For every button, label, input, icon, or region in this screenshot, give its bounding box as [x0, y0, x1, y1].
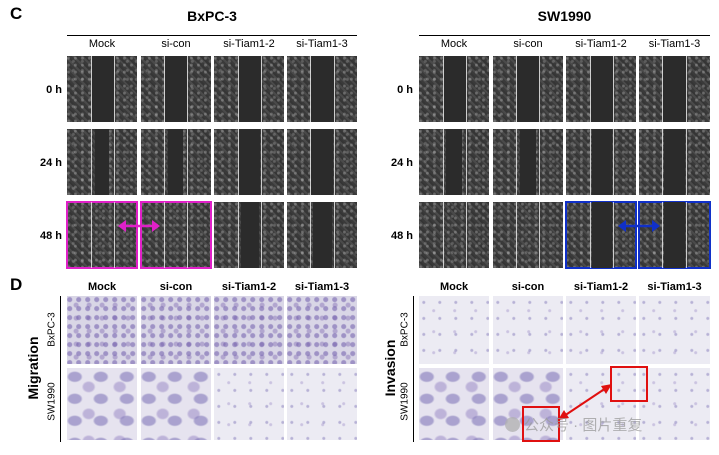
- row-label-48h: 48 h: [390, 230, 413, 242]
- wound-image-sw1990-tiam12-0h: [566, 56, 636, 122]
- row-label-24h: 24 h: [39, 157, 62, 169]
- invasion-image-bxpc3-tiam12: [566, 296, 636, 364]
- cell-line-label-bxpc3: BxPC-3: [399, 312, 411, 347]
- col-label-si-con: si-con: [513, 38, 543, 50]
- duplicate-arrow-icon-red: [558, 384, 612, 420]
- col-label-mock: Mock: [439, 281, 469, 293]
- group-title-bxpc3: BxPC-3: [187, 8, 237, 24]
- invasion-image-sw1990-sicon: [493, 368, 563, 440]
- wound-image-bxpc3-tiam12-0h: [214, 56, 284, 122]
- wound-image-bxpc3-mock-0h: [67, 56, 137, 122]
- wound-image-sw1990-mock-48h: [419, 202, 489, 268]
- duplicate-arrow-icon-magenta: [118, 220, 160, 232]
- wound-image-bxpc3-tiam13-0h: [287, 56, 357, 122]
- duplicate-highlight-box-2: [610, 366, 648, 402]
- migration-image-sw1990-mock: [67, 368, 137, 440]
- migration-image-sw1990-tiam13: [287, 368, 357, 440]
- wound-image-sw1990-tiam13-24h: [639, 129, 710, 195]
- cell-line-label-sw1990: SW1990: [399, 382, 411, 421]
- section-label-invasion: Invasion: [382, 339, 398, 397]
- wound-image-sw1990-sicon-48h: [493, 202, 563, 268]
- wound-image-bxpc3-sicon-0h: [141, 56, 211, 122]
- wound-image-bxpc3-tiam13-48h: [287, 202, 357, 268]
- watermark: 公众号 · 图片重复: [505, 414, 642, 435]
- watermark-text: 公众号 · 图片重复: [524, 417, 643, 434]
- invasion-image-bxpc3-tiam13: [639, 296, 710, 364]
- wound-image-bxpc3-mock-24h: [67, 129, 137, 195]
- group-title-sw1990: SW1990: [537, 8, 592, 24]
- duplicate-arrow-icon-blue: [618, 220, 660, 232]
- group-underline-sw1990: [419, 35, 710, 36]
- panel-letter-c: C: [10, 4, 23, 23]
- col-label-si-con: si-con: [511, 281, 545, 293]
- wound-image-bxpc3-tiam12-24h: [214, 129, 284, 195]
- wound-image-bxpc3-tiam13-24h: [287, 129, 357, 195]
- invasion-image-sw1990-tiam13: [639, 368, 710, 440]
- wechat-icon: [505, 417, 520, 432]
- section-divider-left: [60, 296, 61, 442]
- migration-image-sw1990-tiam12: [214, 368, 284, 440]
- wound-image-sw1990-mock-0h: [419, 56, 489, 122]
- row-label-0h: 0 h: [46, 84, 62, 96]
- col-label-si-tiam1-2: si-Tiam1-2: [223, 38, 275, 50]
- wound-image-bxpc3-sicon-24h: [141, 129, 211, 195]
- col-label-mock: Mock: [87, 281, 117, 293]
- wound-image-bxpc3-mock-48h: [66, 201, 138, 269]
- migration-image-bxpc3-tiam12: [214, 296, 284, 364]
- wound-image-bxpc3-tiam12-48h: [214, 202, 284, 268]
- migration-image-sw1990-sicon: [141, 368, 211, 440]
- col-label-si-tiam1-2: si-Tiam1-2: [575, 38, 627, 50]
- migration-image-bxpc3-tiam13: [287, 296, 357, 364]
- wound-image-sw1990-tiam12-48h: [565, 201, 637, 269]
- cell-line-label-bxpc3: BxPC-3: [46, 312, 58, 347]
- group-underline-bxpc3: [67, 35, 357, 36]
- invasion-image-sw1990-mock: [419, 368, 489, 440]
- col-label-si-tiam1-2: si-Tiam1-2: [221, 281, 277, 293]
- col-label-si-con: si-con: [161, 38, 191, 50]
- cell-line-label-sw1990: SW1990: [46, 382, 58, 421]
- wound-image-sw1990-tiam13-48h: [638, 201, 711, 269]
- section-divider-right: [413, 296, 414, 442]
- col-label-si-tiam1-2: si-Tiam1-2: [573, 281, 629, 293]
- migration-image-bxpc3-sicon: [141, 296, 211, 364]
- wound-image-bxpc3-sicon-48h: [140, 201, 212, 269]
- row-label-0h: 0 h: [397, 84, 413, 96]
- migration-image-bxpc3-mock: [67, 296, 137, 364]
- col-label-si-tiam1-3: si-Tiam1-3: [648, 38, 701, 50]
- invasion-image-bxpc3-sicon: [493, 296, 563, 364]
- wound-image-sw1990-sicon-24h: [493, 129, 563, 195]
- col-label-mock: Mock: [88, 38, 116, 50]
- panel-letter-d: D: [10, 275, 23, 294]
- col-label-si-con: si-con: [159, 281, 193, 293]
- wound-image-sw1990-tiam13-0h: [639, 56, 710, 122]
- row-label-24h: 24 h: [390, 157, 413, 169]
- invasion-image-bxpc3-mock: [419, 296, 489, 364]
- wound-image-sw1990-tiam12-24h: [566, 129, 636, 195]
- wound-image-sw1990-mock-24h: [419, 129, 489, 195]
- col-label-si-tiam1-3: si-Tiam1-3: [296, 38, 348, 50]
- row-label-48h: 48 h: [39, 230, 62, 242]
- invasion-image-sw1990-tiam12: [566, 368, 636, 440]
- col-label-si-tiam1-3: si-Tiam1-3: [294, 281, 350, 293]
- col-label-mock: Mock: [440, 38, 468, 50]
- col-label-si-tiam1-3: si-Tiam1-3: [647, 281, 702, 293]
- section-label-migration: Migration: [25, 336, 41, 400]
- wound-image-sw1990-sicon-0h: [493, 56, 563, 122]
- duplicate-highlight-box-1: [522, 406, 560, 442]
